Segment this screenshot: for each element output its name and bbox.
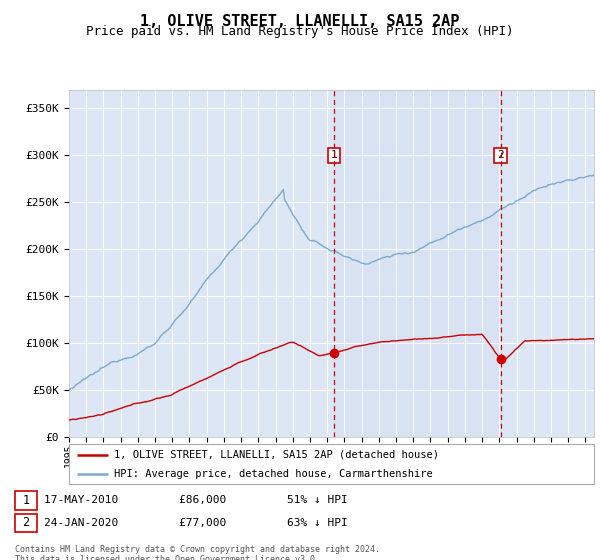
Text: 1, OLIVE STREET, LLANELLI, SA15 2AP: 1, OLIVE STREET, LLANELLI, SA15 2AP [140, 14, 460, 29]
Text: 1: 1 [22, 494, 29, 507]
Text: HPI: Average price, detached house, Carmarthenshire: HPI: Average price, detached house, Carm… [113, 469, 433, 478]
Bar [334, 90, 500, 437]
Text: 2: 2 [497, 150, 504, 160]
Text: 1, OLIVE STREET, LLANELLI, SA15 2AP (detached house): 1, OLIVE STREET, LLANELLI, SA15 2AP (det… [113, 450, 439, 460]
Text: Price paid vs. HM Land Registry's House Price Index (HPI): Price paid vs. HM Land Registry's House … [86, 25, 514, 38]
Text: Contains HM Land Registry data © Crown copyright and database right 2024.
This d: Contains HM Land Registry data © Crown c… [15, 544, 380, 560]
Text: 17-MAY-2010         £86,000         51% ↓ HPI: 17-MAY-2010 £86,000 51% ↓ HPI [44, 496, 347, 506]
Bar [15, 514, 37, 532]
Text: 1: 1 [331, 150, 337, 160]
Bar [15, 492, 37, 510]
Text: 2: 2 [22, 516, 29, 529]
Text: 24-JAN-2020         £77,000         63% ↓ HPI: 24-JAN-2020 £77,000 63% ↓ HPI [44, 518, 347, 528]
